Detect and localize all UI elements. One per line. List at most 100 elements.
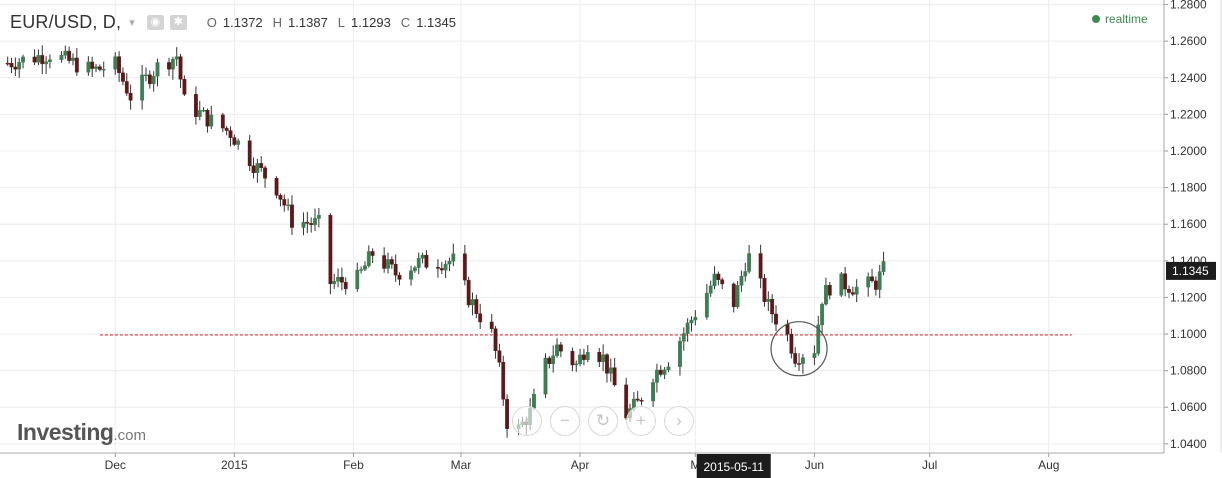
investing-logo: Investing.com <box>17 419 146 446</box>
candle-body <box>681 333 686 342</box>
candle-body <box>86 61 91 73</box>
chevron-left-icon[interactable]: ‹ <box>512 406 542 436</box>
candle-body <box>155 62 160 77</box>
candle-body <box>147 74 152 85</box>
y-axis-labels: 1.2800 1.2600 1.2400 1.2200 1.2000 1.1800 1.16… <box>1170 0 1207 451</box>
candle-body <box>366 251 371 267</box>
y-tick-label: 1.1600 <box>1170 217 1207 231</box>
candle-body <box>850 292 855 295</box>
candle-body <box>470 299 475 306</box>
candle-body <box>474 299 479 314</box>
candle-body <box>9 63 14 68</box>
chevron-down-icon[interactable]: ▾ <box>129 16 135 29</box>
candle-body <box>409 270 413 280</box>
y-tick-label: 1.1800 <box>1170 181 1207 195</box>
realtime-indicator: realtime <box>1092 12 1148 26</box>
candle-body <box>282 199 287 206</box>
candle-body <box>113 56 118 70</box>
candle-body <box>259 163 264 168</box>
candle-body <box>355 269 360 290</box>
candle-body <box>97 66 102 70</box>
reset-icon[interactable]: ↻ <box>588 406 618 436</box>
candle-body <box>40 55 45 65</box>
candle-body <box>128 92 133 101</box>
candle-body <box>21 56 25 63</box>
candle-body <box>170 58 175 70</box>
y-tick-label: 1.0400 <box>1170 437 1207 451</box>
candle-body <box>412 267 417 272</box>
gear-icon[interactable]: ✱ <box>169 14 187 30</box>
candle-body <box>224 127 229 131</box>
candle-body <box>340 276 344 283</box>
candle-body <box>731 283 736 308</box>
candle-body <box>301 221 306 228</box>
candle-body <box>182 79 187 95</box>
candle-body <box>578 354 582 365</box>
minus-icon[interactable]: − <box>550 406 580 436</box>
candle-body <box>839 273 844 296</box>
x-tick-label: Dec <box>105 458 126 472</box>
candle-body <box>316 215 321 219</box>
candle-body <box>762 278 767 302</box>
candle-body <box>881 261 886 272</box>
candle-body <box>228 130 233 138</box>
x-tick-label: Mar <box>451 458 472 472</box>
candle-body <box>121 72 125 82</box>
candle-body <box>708 285 713 294</box>
candle-body <box>743 271 748 277</box>
symbol-label[interactable]: EUR/USD, D, <box>10 11 122 32</box>
last-price-label: 1.1345 <box>1172 264 1209 278</box>
candle-body <box>551 355 556 364</box>
candle-body <box>678 340 682 367</box>
annotation-circle <box>770 321 828 377</box>
candle-body <box>313 218 317 225</box>
candle-body <box>816 324 821 354</box>
candle-body <box>812 353 817 358</box>
low-label: L <box>337 14 346 30</box>
chart-header: EUR/USD, D, ▾ ◉ ✱ O 1.1372 H 1.1387 L 1.… <box>10 9 460 35</box>
candle-body <box>232 137 237 145</box>
candle-body <box>71 57 75 61</box>
candle-body <box>201 109 206 112</box>
plus-icon[interactable]: + <box>626 406 656 436</box>
candle-body <box>447 260 452 265</box>
candle-body <box>501 361 506 400</box>
candle-body <box>424 254 429 268</box>
candle-body <box>151 76 156 85</box>
candle-body <box>877 271 882 290</box>
logo-suffix: .com <box>113 427 146 444</box>
close-value: 1.1345 <box>416 14 456 30</box>
candle-body <box>140 74 145 101</box>
candle-body <box>605 354 609 374</box>
candle-body <box>712 273 717 287</box>
crosshair-date-badge <box>696 454 771 478</box>
candle-body <box>843 273 848 290</box>
candle-body <box>774 313 778 325</box>
candle-body <box>747 253 752 272</box>
candle-body <box>44 61 48 65</box>
chevron-right-icon[interactable]: › <box>664 406 694 436</box>
candle-body <box>359 269 364 271</box>
realtime-label: realtime <box>1105 12 1148 26</box>
candle-body <box>386 259 390 269</box>
candle-body <box>489 321 494 329</box>
candle-body <box>443 263 448 271</box>
candle-body <box>658 369 663 375</box>
x-tick-label: Apr <box>571 458 590 472</box>
eye-icon[interactable]: ◉ <box>146 14 164 30</box>
last-price-badge <box>1166 261 1216 280</box>
candle-body <box>194 94 198 117</box>
x-tick-label: 2015 <box>221 458 248 472</box>
candle-body <box>601 354 606 362</box>
candle-body <box>543 357 548 395</box>
candle-body <box>462 253 467 281</box>
candle-body <box>655 369 659 383</box>
axes <box>0 0 1222 457</box>
status-dot-icon <box>1092 15 1100 23</box>
candle-body <box>662 369 667 375</box>
highlight-circle <box>770 321 828 377</box>
candle-body <box>651 382 655 402</box>
candle-body <box>343 282 348 290</box>
high-label: H <box>272 14 283 30</box>
candle-body <box>309 223 314 225</box>
